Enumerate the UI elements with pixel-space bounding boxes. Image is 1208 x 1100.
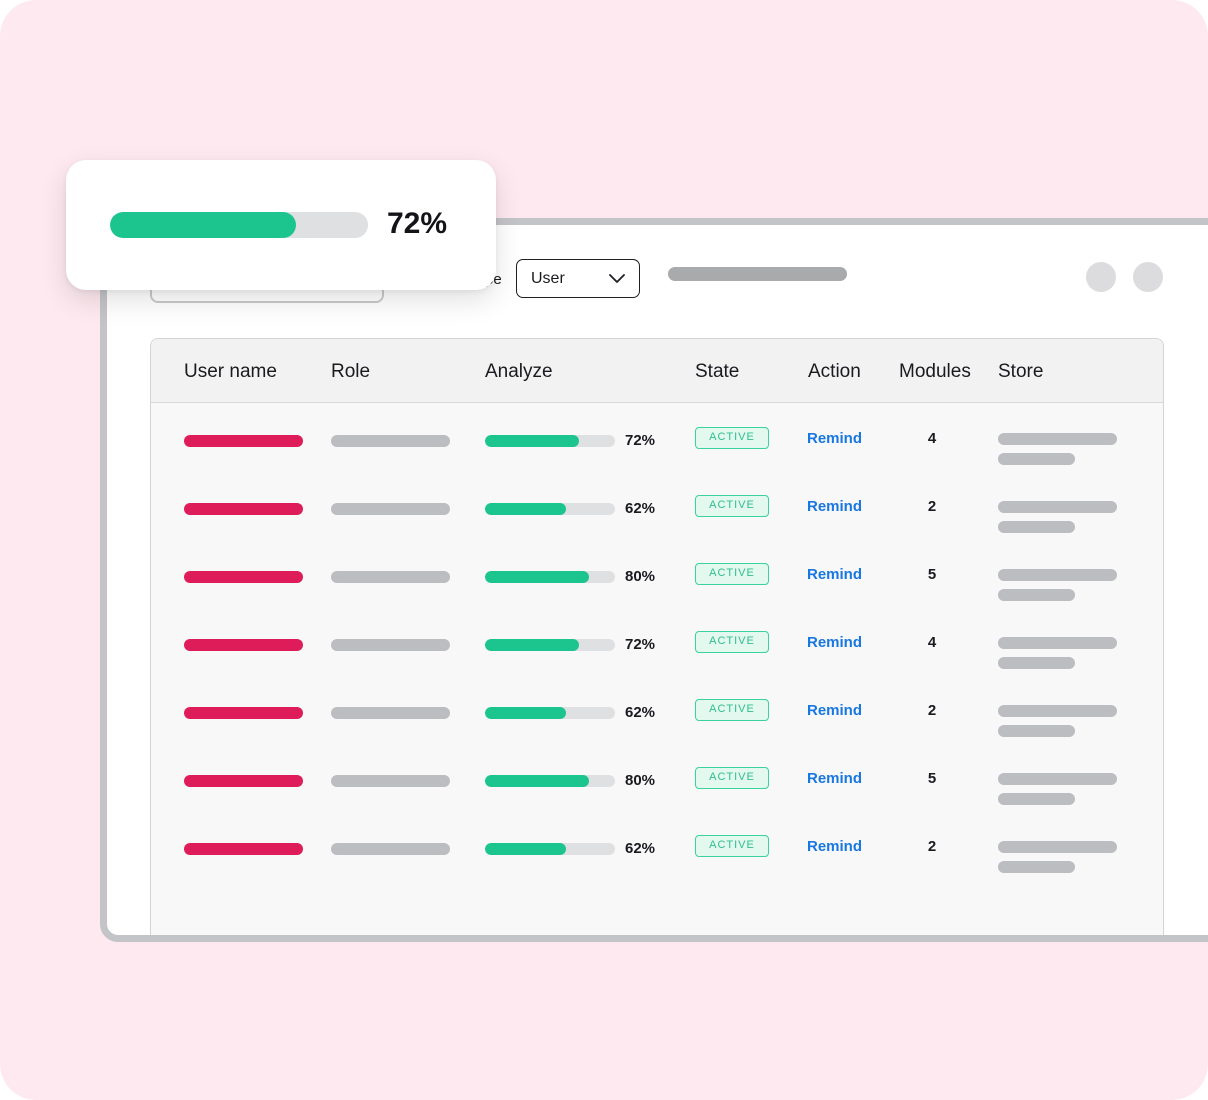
chevron-down-icon (609, 273, 625, 283)
store-placeholder-line-2 (998, 453, 1075, 465)
progress-card: 72% (66, 160, 496, 290)
user-name-placeholder (184, 503, 303, 515)
analyze-percentage: 80% (625, 772, 656, 789)
remind-link[interactable]: Remind (807, 770, 863, 787)
remind-link[interactable]: Remind (807, 430, 863, 447)
analyze-progress-fill (485, 435, 579, 447)
user-name-placeholder (184, 639, 303, 651)
store-placeholder-line-1 (998, 705, 1117, 717)
analyze-progress-fill (485, 843, 566, 855)
role-placeholder (331, 775, 450, 787)
table-row: 72% ACTIVE Remind 4 (151, 421, 1163, 489)
store-placeholder-line-2 (998, 657, 1075, 669)
header-modules: Modules (899, 361, 971, 382)
user-name-placeholder (184, 843, 303, 855)
select-value: User (531, 269, 565, 287)
analyze-progress-track (485, 843, 615, 855)
analyze-percentage: 72% (625, 636, 656, 653)
store-placeholder-line-2 (998, 589, 1075, 601)
remind-link[interactable]: Remind (807, 634, 863, 651)
window-control-button-2[interactable] (1133, 262, 1163, 292)
store-placeholder-line-1 (998, 841, 1117, 853)
modules-count: 2 (927, 838, 937, 855)
user-type-select[interactable]: User (516, 259, 640, 298)
placeholder-search-bar (668, 267, 847, 281)
user-name-placeholder (184, 571, 303, 583)
analyze-progress-track (485, 707, 615, 719)
role-placeholder (331, 843, 450, 855)
users-table: User name Role Analyze State Action Modu… (150, 338, 1164, 935)
role-placeholder (331, 639, 450, 651)
role-placeholder (331, 707, 450, 719)
header-store: Store (998, 361, 1044, 382)
store-placeholder-line-2 (998, 725, 1075, 737)
analyze-percentage: 62% (625, 500, 656, 517)
status-badge: ACTIVE (695, 835, 769, 857)
role-placeholder (331, 571, 450, 583)
progress-fill (110, 212, 296, 238)
user-name-placeholder (184, 435, 303, 447)
analyze-percentage: 62% (625, 704, 656, 721)
analyze-percentage: 72% (625, 432, 656, 449)
store-placeholder-line-1 (998, 433, 1117, 445)
analyze-percentage: 62% (625, 840, 656, 857)
header-action: Action (808, 361, 861, 382)
table-row: 62% ACTIVE Remind 2 (151, 829, 1163, 897)
analyze-progress-track (485, 503, 615, 515)
table-row: 72% ACTIVE Remind 4 (151, 625, 1163, 693)
status-badge: ACTIVE (695, 767, 769, 789)
store-placeholder-line-2 (998, 861, 1075, 873)
user-name-placeholder (184, 775, 303, 787)
analyze-progress-fill (485, 639, 579, 651)
modules-count: 5 (927, 566, 937, 583)
store-placeholder-line-1 (998, 501, 1117, 513)
analyze-percentage: 80% (625, 568, 656, 585)
modules-count: 2 (927, 498, 937, 515)
window-control-button-1[interactable] (1086, 262, 1116, 292)
remind-link[interactable]: Remind (807, 498, 863, 515)
modules-count: 5 (927, 770, 937, 787)
role-placeholder (331, 503, 450, 515)
remind-link[interactable]: Remind (807, 838, 863, 855)
app-window: pe User User name Role Analyze State Act… (100, 218, 1208, 942)
progress-percentage: 72% (387, 207, 448, 240)
store-placeholder-line-2 (998, 521, 1075, 533)
header-role: Role (331, 361, 371, 382)
status-badge: ACTIVE (695, 563, 769, 585)
modules-count: 2 (927, 702, 937, 719)
table-row: 80% ACTIVE Remind 5 (151, 557, 1163, 625)
status-badge: ACTIVE (695, 427, 769, 449)
analyze-progress-fill (485, 503, 566, 515)
modules-count: 4 (927, 634, 937, 651)
analyze-progress-track (485, 571, 615, 583)
header-analyze: Analyze (485, 361, 553, 382)
table-row: 62% ACTIVE Remind 2 (151, 489, 1163, 557)
analyze-progress-fill (485, 571, 589, 583)
store-placeholder-line-1 (998, 637, 1117, 649)
table-header: User name Role Analyze State Action Modu… (151, 339, 1163, 403)
analyze-progress-fill (485, 775, 589, 787)
remind-link[interactable]: Remind (807, 702, 863, 719)
header-user-name: User name (184, 361, 277, 382)
status-badge: ACTIVE (695, 495, 769, 517)
header-state: State (695, 361, 740, 382)
store-placeholder-line-2 (998, 793, 1075, 805)
table-row: 62% ACTIVE Remind 2 (151, 693, 1163, 761)
table-row: 80% ACTIVE Remind 5 (151, 761, 1163, 829)
role-placeholder (331, 435, 450, 447)
analyze-progress-track (485, 639, 615, 651)
analyze-progress-track (485, 435, 615, 447)
user-name-placeholder (184, 707, 303, 719)
status-badge: ACTIVE (695, 631, 769, 653)
remind-link[interactable]: Remind (807, 566, 863, 583)
status-badge: ACTIVE (695, 699, 769, 721)
modules-count: 4 (927, 430, 937, 447)
analyze-progress-fill (485, 707, 566, 719)
progress-track (110, 212, 368, 238)
analyze-progress-track (485, 775, 615, 787)
store-placeholder-line-1 (998, 569, 1117, 581)
store-placeholder-line-1 (998, 773, 1117, 785)
